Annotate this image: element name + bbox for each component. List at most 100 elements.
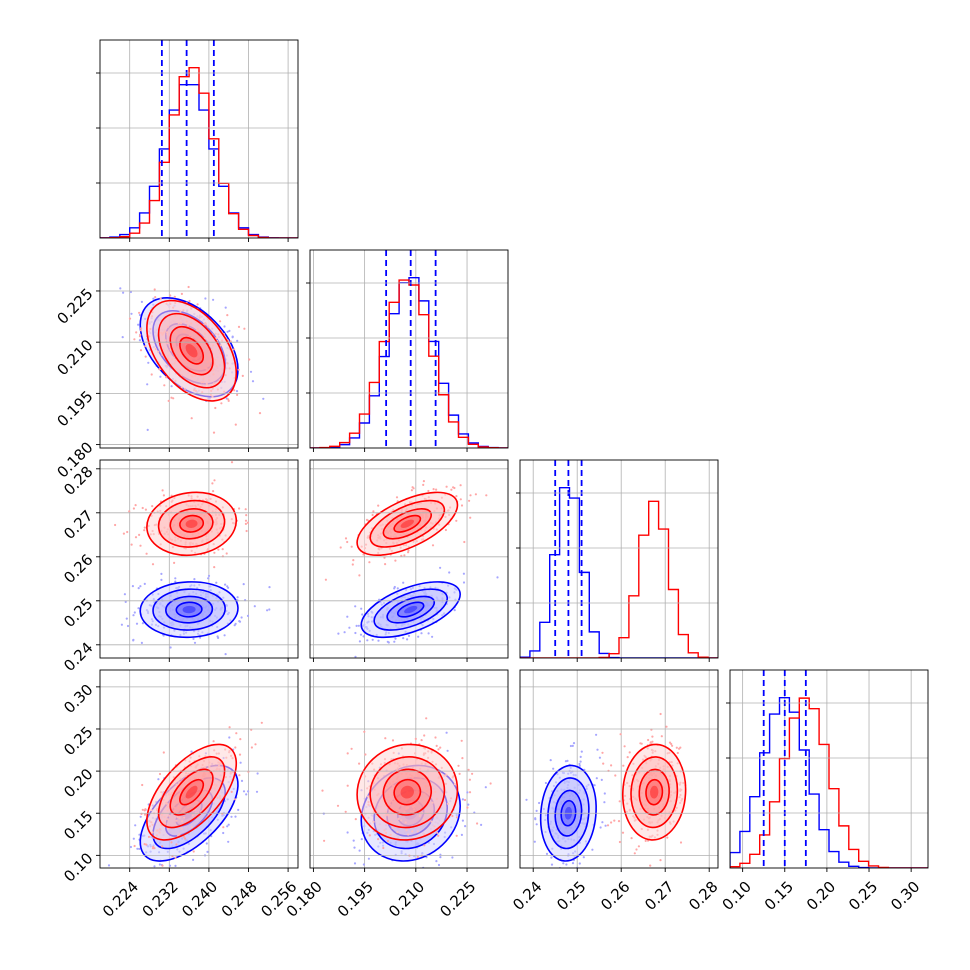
scatter-point bbox=[238, 620, 242, 623]
scatter-point bbox=[644, 839, 647, 843]
histogram-step-2-1 bbox=[520, 500, 718, 658]
scatter-point bbox=[139, 333, 142, 336]
y-tick-label: 0.20 bbox=[60, 765, 96, 801]
scatter-panel-2-0: 0.240.250.260.270.28 bbox=[60, 459, 299, 675]
scatter-point bbox=[243, 327, 246, 330]
scatter-panel-3-0: 0.2240.2320.2400.2480.2560.100.150.200.2… bbox=[60, 669, 300, 921]
scatter-point bbox=[126, 624, 130, 628]
y-tick-label: 0.210 bbox=[53, 336, 96, 379]
scatter-point bbox=[382, 846, 385, 850]
scatter-point bbox=[237, 325, 241, 328]
scatter-point bbox=[228, 329, 231, 332]
scatter-point bbox=[471, 772, 474, 775]
scatter-point bbox=[324, 578, 327, 581]
scatter-point bbox=[427, 489, 430, 493]
x-tick-label: 0.25 bbox=[845, 878, 881, 914]
scatter-point bbox=[224, 306, 227, 309]
scatter-point bbox=[525, 798, 528, 801]
scatter-point bbox=[358, 762, 361, 765]
scatter-point bbox=[170, 841, 173, 844]
scatter-point bbox=[187, 285, 190, 289]
scatter-point bbox=[416, 855, 419, 859]
scatter-point bbox=[461, 819, 464, 822]
scatter-point bbox=[633, 852, 636, 855]
scatter-point bbox=[152, 845, 155, 848]
scatter-point bbox=[162, 494, 165, 497]
scatter-point bbox=[246, 614, 250, 618]
scatter-point bbox=[129, 290, 132, 294]
scatter-point bbox=[394, 559, 397, 562]
scatter-point bbox=[346, 831, 349, 834]
scatter-point bbox=[266, 609, 269, 612]
scatter-point bbox=[227, 398, 230, 401]
scatter-point bbox=[141, 506, 144, 510]
scatter-point bbox=[183, 837, 187, 840]
scatter-point bbox=[549, 759, 552, 762]
scatter-point bbox=[140, 327, 143, 330]
scatter-point bbox=[157, 778, 160, 781]
scatter-point bbox=[391, 739, 395, 742]
scatter-point bbox=[462, 572, 465, 575]
scatter-point bbox=[337, 632, 340, 635]
corner-plot-panels: 0.1800.1950.2100.2250.240.250.260.270.28… bbox=[53, 39, 929, 921]
scatter-point bbox=[170, 396, 173, 399]
x-tick-label: 0.15 bbox=[761, 878, 797, 914]
scatter-point bbox=[460, 739, 463, 742]
scatter-point bbox=[599, 826, 602, 829]
scatter-point bbox=[362, 553, 365, 556]
y-tick-label: 0.25 bbox=[60, 723, 96, 759]
scatter-panel-2-1 bbox=[309, 459, 509, 664]
scatter-point bbox=[129, 845, 132, 849]
scatter-point bbox=[359, 633, 363, 636]
scatter-point bbox=[572, 742, 576, 745]
scatter-point bbox=[133, 844, 136, 848]
x-tick-label: 0.240 bbox=[178, 878, 221, 921]
scatter-point bbox=[139, 544, 142, 547]
scatter-point bbox=[123, 593, 126, 596]
scatter-point bbox=[582, 856, 585, 859]
scatter-point bbox=[207, 574, 211, 578]
scatter-point bbox=[496, 576, 499, 579]
histogram-panel-2 bbox=[516, 459, 719, 662]
density-contour-1-4 bbox=[650, 785, 659, 799]
scatter-point bbox=[660, 735, 663, 738]
scatter-point bbox=[228, 726, 231, 729]
scatter-point bbox=[361, 613, 364, 616]
scatter-point bbox=[343, 631, 346, 634]
scatter-point bbox=[323, 662, 325, 664]
scatter-point bbox=[368, 834, 371, 837]
scatter-point bbox=[402, 637, 405, 640]
scatter-point bbox=[619, 733, 622, 736]
scatter-point bbox=[649, 741, 652, 744]
scatter-point bbox=[212, 431, 216, 434]
scatter-point bbox=[602, 762, 605, 765]
scatter-point bbox=[161, 864, 164, 867]
histogram-step-0-1 bbox=[100, 67, 298, 238]
scatter-point bbox=[448, 571, 451, 574]
scatter-point bbox=[190, 750, 193, 753]
scatter-point bbox=[579, 760, 582, 763]
scatter-point bbox=[174, 667, 176, 669]
scatter-point bbox=[249, 370, 253, 373]
x-tick-label: 0.30 bbox=[887, 878, 923, 914]
scatter-point bbox=[172, 397, 175, 400]
scatter-point bbox=[146, 428, 149, 431]
scatter-point bbox=[219, 320, 222, 323]
scatter-point bbox=[377, 504, 380, 507]
scatter-point bbox=[410, 489, 413, 492]
scatter-point bbox=[254, 743, 257, 746]
scatter-point bbox=[659, 712, 662, 716]
scatter-point bbox=[366, 639, 369, 642]
scatter-point bbox=[133, 611, 136, 614]
scatter-point bbox=[565, 863, 568, 866]
scatter-point bbox=[367, 857, 370, 860]
scatter-point bbox=[141, 622, 144, 625]
scatter-point bbox=[135, 622, 139, 625]
scatter-point bbox=[458, 772, 461, 776]
axes-frame bbox=[99, 459, 299, 659]
axes-frame bbox=[519, 669, 719, 869]
histogram-step-2-0 bbox=[520, 487, 718, 658]
scatter-point bbox=[134, 504, 137, 507]
x-tick-label: 0.24 bbox=[509, 878, 545, 914]
